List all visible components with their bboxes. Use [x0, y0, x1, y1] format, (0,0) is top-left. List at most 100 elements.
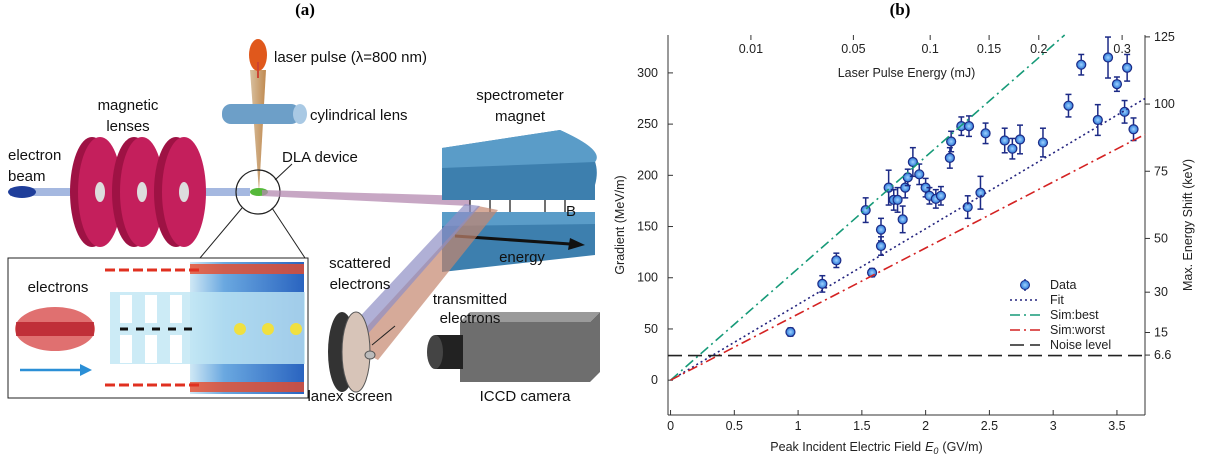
label: electron	[8, 147, 61, 164]
x-tick-label: 2	[922, 419, 929, 433]
setup-diagram: (a)	[7, 0, 600, 405]
data-point	[883, 182, 894, 193]
pointer	[274, 163, 293, 181]
x-tick-label: 3	[1050, 419, 1057, 433]
x2-axis-label: Laser Pulse Energy (mJ)	[838, 66, 976, 80]
label: ICCD camera	[480, 388, 572, 405]
x2-tick-label: 0.15	[977, 42, 1001, 56]
x-tick-label: 2.5	[981, 419, 998, 433]
pointer	[271, 207, 306, 259]
data-point	[831, 255, 842, 266]
label: spectrometer	[476, 87, 564, 104]
data-point	[963, 121, 975, 132]
x-tick-label: 3.5	[1108, 419, 1125, 433]
y-tick-label: 200	[637, 168, 658, 182]
legend-label: Sim:best	[1050, 308, 1099, 322]
y2-axis-label: Max. Energy Shift (keV)	[1181, 159, 1195, 291]
data-point	[1128, 124, 1139, 135]
label: transmitted	[433, 291, 507, 308]
legend-label: Fit	[1050, 293, 1064, 307]
data-point	[902, 172, 913, 183]
label: laser pulse (λ=800 nm)	[274, 49, 427, 66]
y-tick-label: 50	[644, 322, 658, 336]
label: electrons	[330, 276, 391, 293]
spot	[364, 350, 376, 360]
data-point	[1063, 100, 1074, 111]
y-tick-label: 300	[637, 66, 658, 80]
y2-tick-label: 75	[1154, 164, 1168, 178]
data-point	[892, 194, 903, 206]
data-point	[785, 326, 796, 338]
data-point	[897, 214, 908, 225]
transmitted-beam	[338, 204, 480, 352]
series-line	[670, 34, 1066, 381]
legend-label: Noise level	[1050, 338, 1111, 352]
label: electrons	[28, 279, 89, 296]
series-line	[670, 133, 1146, 381]
label: scattered	[329, 255, 391, 272]
laser-pulse	[249, 39, 267, 71]
data-point	[875, 224, 887, 235]
data-point	[1076, 59, 1087, 70]
x-tick-label: 0	[667, 419, 674, 433]
panel-label: (b)	[890, 0, 911, 19]
beam	[262, 190, 470, 206]
x2-tick-label: 0.3	[1113, 42, 1130, 56]
y2-tick-label: 100	[1154, 97, 1175, 111]
y-tick-label: 150	[637, 220, 658, 234]
x-axis-label-part: Peak Incident Electric Field	[770, 440, 921, 454]
magnetic-lenses	[70, 137, 206, 247]
y2-tick-label: 15	[1154, 325, 1168, 339]
data-point	[944, 152, 955, 164]
data-point	[1037, 137, 1049, 148]
x2-tick-label: 0.01	[739, 42, 763, 56]
x2-tick-label: 0.05	[841, 42, 865, 56]
cylindrical-lens	[222, 104, 307, 124]
label: DLA device	[282, 149, 358, 166]
label: lenses	[106, 118, 149, 135]
pointer	[371, 325, 396, 346]
y2-tick-label: 30	[1154, 285, 1168, 299]
data-point	[1111, 79, 1123, 90]
x-tick-label: 1	[795, 419, 802, 433]
scattered-beam	[350, 206, 498, 360]
series-line	[670, 97, 1146, 381]
label: energy	[499, 249, 545, 266]
laser-beam	[250, 70, 266, 192]
chart: (b) 0 0.5 1 1.5 2 2.5 3 3.5 0 50 100 150 200 250 300 6.…	[613, 0, 1195, 456]
data-point	[999, 135, 1010, 146]
inset	[7, 257, 309, 399]
x-tick-label: 0.5	[726, 419, 743, 433]
data-point	[980, 128, 991, 139]
label: magnet	[495, 108, 546, 125]
data-point	[1122, 62, 1133, 73]
y-axis-label: Gradient (MeV/m)	[613, 175, 627, 274]
legend-label: Sim:worst	[1050, 323, 1105, 337]
legend-swatch	[1020, 280, 1030, 290]
data-point	[1102, 52, 1114, 63]
lanex-screen-face	[341, 311, 371, 393]
label: cylindrical lens	[310, 107, 408, 124]
y2-tick-label: 6.6	[1154, 348, 1171, 362]
data-point	[935, 190, 947, 201]
y2-tick-label: 125	[1154, 30, 1175, 44]
y-tick-label: 250	[637, 117, 658, 131]
iccd-camera	[427, 312, 600, 382]
data-point	[914, 169, 925, 180]
data-point	[1014, 134, 1026, 145]
y2-tick-label: 50	[1154, 231, 1168, 245]
x2-tick-label: 0.1	[921, 42, 938, 56]
data-point	[946, 136, 957, 147]
x-axis-label-part: E	[925, 440, 934, 454]
x-axis-label-part: (GV/m)	[942, 440, 982, 454]
x-axis-label: Peak Incident Electric Field E0 (GV/m)	[770, 440, 982, 456]
x-tick-label: 1.5	[853, 419, 870, 433]
x2-tick-label: 0.2	[1030, 42, 1047, 56]
label: electrons	[440, 310, 501, 327]
panel-label: (a)	[295, 0, 315, 19]
label: beam	[8, 168, 46, 185]
x-axis-label-part: 0	[933, 446, 938, 456]
label: B	[566, 203, 576, 220]
pointer	[199, 207, 243, 259]
data-point	[875, 240, 887, 252]
